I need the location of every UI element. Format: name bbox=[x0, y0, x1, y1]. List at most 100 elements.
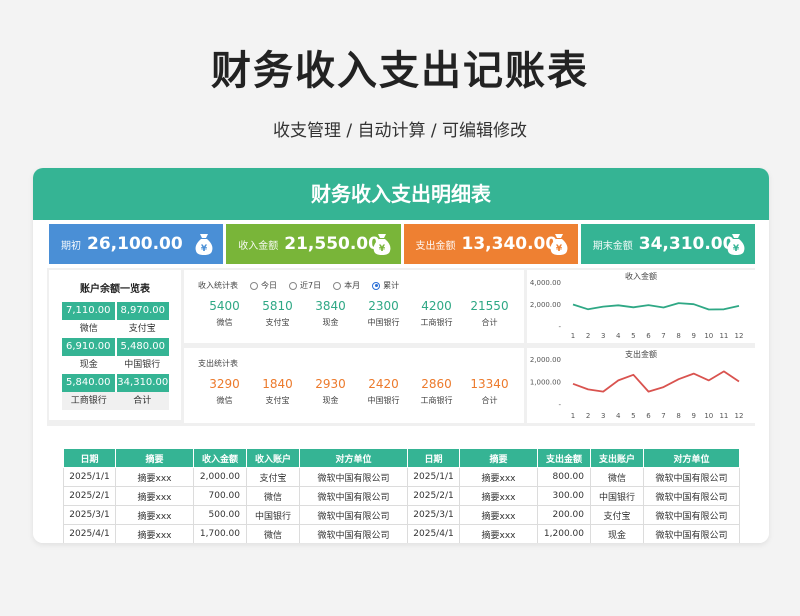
page-title: 财务收入支出记账表 bbox=[211, 48, 589, 94]
kpi-label: 支出金额 bbox=[415, 240, 456, 252]
balance-label: 中国银行 bbox=[115, 356, 169, 374]
kpi-label: 期初 bbox=[61, 240, 81, 252]
balance-label: 合计 bbox=[115, 392, 169, 410]
expense-stat: 2860 工商银行 bbox=[420, 377, 453, 405]
table-cell[interactable]: 摘要xxx bbox=[459, 524, 538, 543]
table-header-cell: 摘要 bbox=[115, 448, 194, 468]
radio-dot-icon bbox=[250, 281, 258, 290]
table-cell[interactable]: 700.00 bbox=[193, 486, 247, 506]
table-cell[interactable]: 中国银行 bbox=[590, 486, 644, 506]
x-tick-label: 3 bbox=[601, 332, 605, 340]
balance-title: 账户余额一览表 bbox=[80, 284, 150, 295]
table-row: 2025/4/1 摘要xxx 1,700.00 微信 微软中国有限公司 2025/4/1 摘… bbox=[63, 524, 740, 543]
y-tick-label: 1,000.00 bbox=[530, 379, 561, 387]
table-cell[interactable]: 500.00 bbox=[193, 505, 247, 525]
table-cell[interactable]: 支付宝 bbox=[246, 467, 300, 487]
table-cell[interactable]: 微信 bbox=[246, 486, 300, 506]
table-cell[interactable]: 摘要xxx bbox=[459, 505, 538, 525]
filter-today-radio[interactable]: 今日 bbox=[250, 280, 277, 291]
money-bag-icon: ¥ bbox=[373, 234, 390, 255]
x-tick-label: 11 bbox=[719, 332, 728, 340]
income-stat: 3840 现金 bbox=[315, 299, 346, 327]
svg-text:¥: ¥ bbox=[556, 244, 563, 254]
expense-chart-panel: 支出金额 2,000.00 1,000.00-1 2 3 4 5 6 7 8 9 10 11 12 bbox=[527, 348, 755, 423]
table-cell[interactable]: 1,200.00 bbox=[537, 524, 591, 543]
balance-label: 支付宝 bbox=[115, 320, 169, 338]
balance-label: 现金 bbox=[62, 356, 116, 374]
svg-text:¥: ¥ bbox=[733, 244, 740, 254]
table-cell[interactable]: 摘要xxx bbox=[115, 467, 194, 487]
x-tick-label: 12 bbox=[735, 332, 744, 340]
table-row: 2025/3/1 摘要xxx 500.00 中国银行 微软中国有限公司 2025/3/1 摘… bbox=[63, 505, 740, 525]
table-cell[interactable]: 支付宝 bbox=[590, 505, 644, 525]
table-header-cell: 收入金额 bbox=[193, 448, 247, 468]
svg-text:¥: ¥ bbox=[201, 244, 208, 254]
table-cell[interactable]: 2025/4/1 bbox=[63, 524, 116, 543]
table-cell[interactable]: 2025/3/1 bbox=[63, 505, 116, 525]
income-stat: 4200 工商银行 bbox=[420, 299, 453, 327]
table-cell[interactable]: 2025/2/1 bbox=[63, 486, 116, 506]
balance-value: 8,970.00 bbox=[116, 302, 169, 320]
table-cell[interactable]: 800.00 bbox=[537, 467, 591, 487]
filter-7days-radio[interactable]: 近7日 bbox=[289, 280, 321, 291]
table-cell[interactable]: 摘要xxx bbox=[459, 486, 538, 506]
table-cell[interactable]: 微软中国有限公司 bbox=[299, 486, 408, 506]
table-cell[interactable]: 摘要xxx bbox=[459, 467, 538, 487]
money-bag-icon: ¥ bbox=[727, 234, 745, 255]
x-tick-label: 2 bbox=[586, 332, 590, 340]
table-cell[interactable]: 摘要xxx bbox=[115, 505, 194, 525]
chart-title: 收入金额 bbox=[625, 271, 657, 281]
table-cell[interactable]: 微信 bbox=[590, 467, 644, 487]
table-cell[interactable]: 微软中国有限公司 bbox=[643, 486, 740, 506]
kpi-expense: 支出金额 13,340.00 ¥ bbox=[403, 224, 578, 264]
table-cell[interactable]: 2025/1/1 bbox=[407, 467, 460, 487]
table-cell[interactable]: 300.00 bbox=[537, 486, 591, 506]
balance-value: 34,310.00 bbox=[116, 374, 169, 392]
kpi-value: 13,340.00 bbox=[461, 234, 558, 254]
filter-month-radio[interactable]: 本月 bbox=[333, 280, 360, 291]
table-cell[interactable]: 2025/1/1 bbox=[63, 467, 116, 487]
x-tick-label: 5 bbox=[631, 332, 635, 340]
x-tick-label: 7 bbox=[661, 332, 665, 340]
table-cell[interactable]: 2025/3/1 bbox=[407, 505, 460, 525]
expense-stat: 3290 微信 bbox=[209, 377, 240, 405]
x-tick-label: 9 bbox=[691, 412, 695, 420]
table-cell[interactable]: 微软中国有限公司 bbox=[299, 467, 408, 487]
table-cell[interactable]: 微软中国有限公司 bbox=[299, 524, 408, 543]
kpi-opening: 期初 26,100.00 ¥ bbox=[49, 224, 224, 264]
table-cell[interactable]: 1,700.00 bbox=[193, 524, 247, 543]
radio-dot-icon bbox=[333, 281, 342, 290]
table-cell[interactable]: 2025/2/1 bbox=[407, 486, 460, 506]
balance-value: 5,840.00 bbox=[62, 374, 115, 392]
table-cell[interactable]: 摘要xxx bbox=[115, 486, 194, 506]
x-tick-label: 5 bbox=[631, 412, 635, 420]
x-tick-label: 2 bbox=[586, 412, 590, 420]
table-cell[interactable]: 中国银行 bbox=[246, 505, 300, 525]
x-tick-label: 1 bbox=[571, 332, 575, 340]
y-tick-label: - bbox=[558, 323, 561, 331]
y-tick-label: - bbox=[558, 401, 561, 409]
table-cell[interactable]: 2,000.00 bbox=[193, 467, 247, 487]
table-cell[interactable]: 微软中国有限公司 bbox=[299, 505, 408, 525]
kpi-value: 21,550.00 bbox=[284, 234, 380, 254]
filter-total-radio[interactable]: 累计 bbox=[372, 280, 399, 291]
kpi-label: 期末金额 bbox=[592, 240, 633, 252]
x-tick-label: 9 bbox=[691, 332, 695, 340]
x-tick-label: 8 bbox=[676, 332, 680, 340]
table-cell[interactable]: 200.00 bbox=[537, 505, 591, 525]
table-cell[interactable]: 微软中国有限公司 bbox=[643, 505, 740, 525]
table-cell[interactable]: 微软中国有限公司 bbox=[643, 467, 740, 487]
table-body: 2025/1/1 摘要xxx 2,000.00 支付宝 微软中国有限公司 2025/1/1… bbox=[63, 467, 740, 543]
x-tick-label: 3 bbox=[601, 412, 605, 420]
table-cell[interactable]: 微信 bbox=[246, 524, 300, 543]
table-cell[interactable]: 现金 bbox=[590, 524, 644, 543]
balance-value: 5,480.00 bbox=[116, 338, 169, 356]
table-cell[interactable]: 微软中国有限公司 bbox=[643, 524, 740, 543]
balance-label: 工商银行 bbox=[62, 392, 116, 410]
account-balance-panel: 账户余额一览表 7,110.00 8,970.00 微信 支付宝 6,910.0… bbox=[49, 270, 181, 420]
table-cell[interactable]: 2025/4/1 bbox=[407, 524, 460, 543]
income-stats-panel: 收入统计表 今日 近7日 本月 累计 5400 微信 5810 支付宝 3840 现金… bbox=[184, 270, 524, 343]
income-stat: 5400 微信 bbox=[209, 299, 240, 327]
svg-text:¥: ¥ bbox=[378, 244, 385, 254]
table-cell[interactable]: 摘要xxx bbox=[115, 524, 194, 543]
